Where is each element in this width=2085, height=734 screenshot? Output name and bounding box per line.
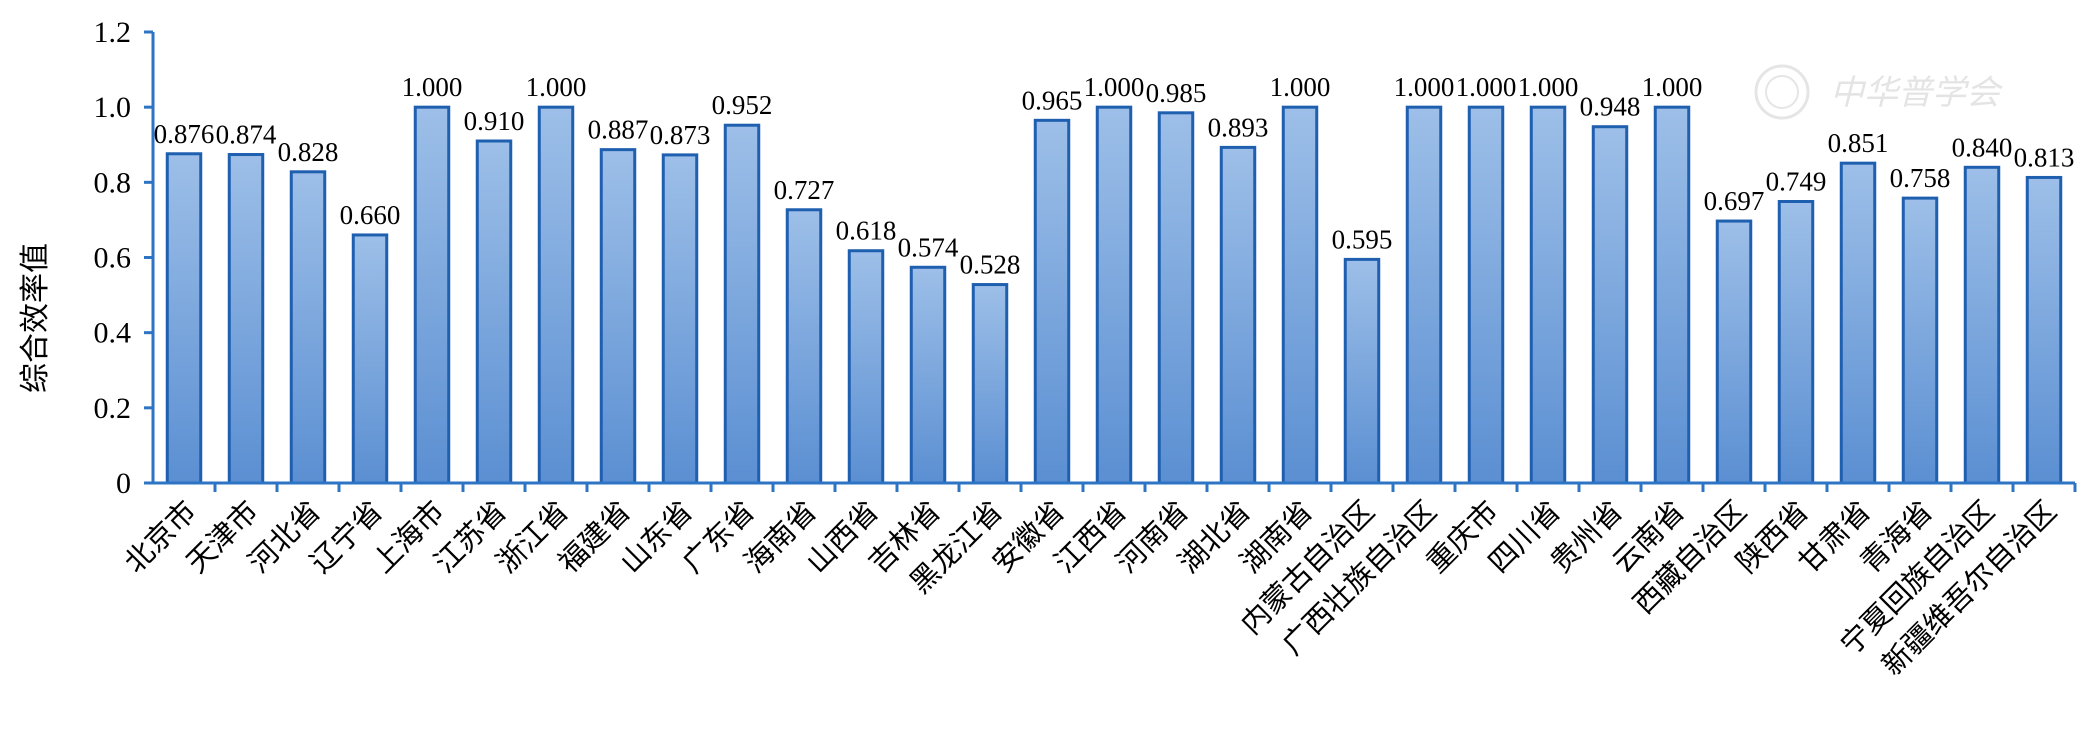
bar-value-label: 0.851 bbox=[1828, 128, 1889, 158]
bar-value-label: 0.948 bbox=[1580, 92, 1641, 122]
bar bbox=[1095, 105, 1133, 485]
bar-value-label: 0.887 bbox=[588, 115, 649, 145]
bar-value-label: 1.000 bbox=[1456, 72, 1517, 102]
bar bbox=[661, 153, 699, 485]
bar bbox=[1157, 111, 1195, 485]
value-labels: 0.876 0.8740.8280.6601.0000.9101.0000.887… bbox=[154, 72, 2075, 279]
bar bbox=[165, 152, 203, 485]
bar-value-label: 0.574 bbox=[898, 232, 959, 262]
bar-value-label: 0.618 bbox=[836, 216, 897, 246]
bar bbox=[847, 249, 885, 485]
bar-value-label: 0.697 bbox=[1704, 186, 1765, 216]
bar-value-label: 0.910 bbox=[464, 106, 525, 136]
bar bbox=[599, 148, 637, 485]
bar bbox=[1653, 105, 1691, 485]
bar bbox=[1281, 105, 1319, 485]
bar bbox=[1715, 219, 1753, 485]
bar-value-label: 0.660 bbox=[340, 200, 401, 230]
bar bbox=[1219, 145, 1257, 485]
bar bbox=[909, 265, 947, 485]
bar-value-label: 0.840 bbox=[1952, 132, 2013, 162]
bar bbox=[1033, 118, 1071, 485]
bar bbox=[475, 139, 513, 485]
bar bbox=[1777, 200, 1815, 485]
bar-value-label: 0.965 bbox=[1022, 85, 1083, 115]
bar bbox=[1467, 105, 1505, 485]
bar-value-label: 0.893 bbox=[1208, 112, 1269, 142]
bar-value-label: 0.595 bbox=[1332, 224, 1393, 254]
bar-value-label: 0.749 bbox=[1766, 167, 1827, 197]
y-tick-label: 1.0 bbox=[94, 91, 132, 124]
bar bbox=[1591, 125, 1629, 485]
bar bbox=[227, 153, 265, 485]
y-axis-title: 综合效率值 bbox=[18, 243, 53, 393]
y-axis-ticks: 0 0.2 0.4 0.6 0.8 1.0 1.2 bbox=[94, 16, 153, 500]
bar-value-label: 1.000 bbox=[1270, 72, 1331, 102]
y-tick-label: 0 bbox=[116, 467, 131, 500]
category-labels: 北京市天津市河北省辽宁省上海市江苏省浙江省福建省山东省广东省海南省山西省吉林省黑… bbox=[117, 483, 2077, 682]
watermark: 中华普学会 bbox=[1754, 64, 2004, 120]
bar bbox=[1963, 165, 2001, 485]
bar bbox=[413, 105, 451, 485]
bar-value-label: 0.874 bbox=[216, 120, 277, 150]
bar bbox=[1405, 105, 1443, 485]
bar-value-label: 0.528 bbox=[960, 250, 1021, 280]
bar-value-label: 0.985 bbox=[1146, 78, 1207, 108]
bar-value-label: 0.952 bbox=[712, 90, 773, 120]
y-tick-label: 0.2 bbox=[94, 392, 132, 425]
y-tick-label: 0.4 bbox=[94, 317, 132, 350]
bar bbox=[289, 170, 327, 485]
bar bbox=[1529, 105, 1567, 485]
watermark-text: 中华普学会 bbox=[1830, 73, 2004, 113]
bar-value-label: 1.000 bbox=[526, 72, 587, 102]
bar-value-label: 0.813 bbox=[2014, 142, 2075, 172]
bar-value-label: 0.876 bbox=[154, 119, 215, 149]
y-tick-label: 0.8 bbox=[94, 166, 132, 199]
bar-value-label: 0.828 bbox=[278, 137, 339, 167]
bar bbox=[723, 123, 761, 485]
bar-value-label: 0.873 bbox=[650, 120, 711, 150]
bar-value-label: 1.000 bbox=[1084, 72, 1145, 102]
watermark-seal-inner bbox=[1765, 75, 1799, 109]
bar-value-label: 1.000 bbox=[402, 72, 463, 102]
bar bbox=[351, 233, 389, 485]
y-tick-label: 0.6 bbox=[94, 242, 132, 275]
bar bbox=[1901, 196, 1939, 485]
bar-value-label: 0.758 bbox=[1890, 163, 1951, 193]
bar bbox=[2025, 175, 2063, 485]
bar-value-label: 0.727 bbox=[774, 175, 835, 205]
bar bbox=[785, 208, 823, 485]
bar bbox=[537, 105, 575, 485]
bar-value-label: 1.000 bbox=[1642, 72, 1703, 102]
bar-value-label: 1.000 bbox=[1518, 72, 1579, 102]
bar bbox=[971, 283, 1009, 485]
y-tick-label: 1.2 bbox=[94, 16, 132, 49]
bar bbox=[1839, 161, 1877, 485]
bar bbox=[1343, 257, 1381, 485]
watermark-seal-icon bbox=[1754, 64, 1810, 120]
bars bbox=[165, 105, 2063, 485]
bar-value-label: 1.000 bbox=[1394, 72, 1455, 102]
